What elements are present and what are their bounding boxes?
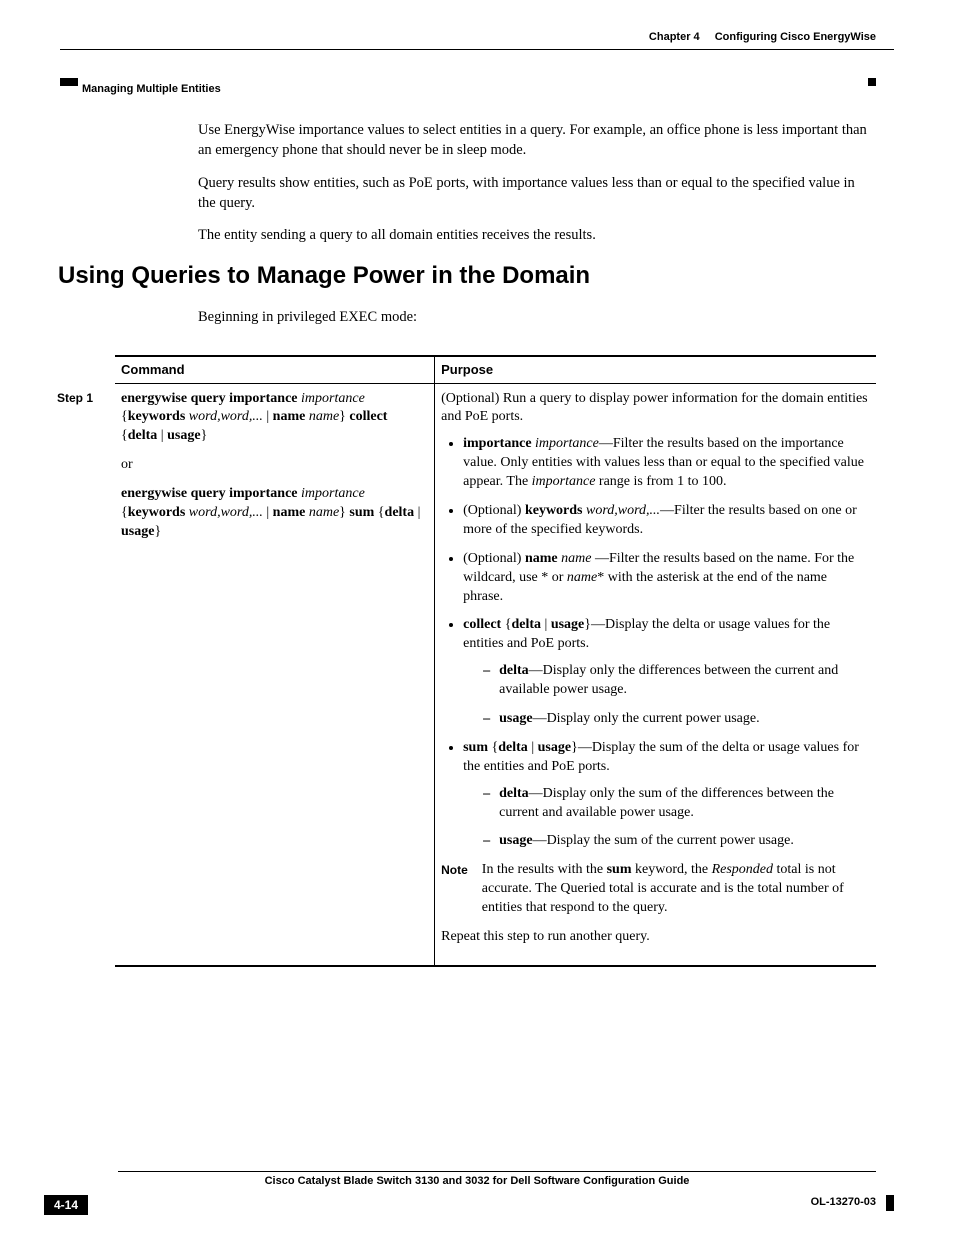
collect-sublist: delta—Display only the differences betwe… (463, 662, 868, 729)
cmd-variant-2: energywise query importance importance {… (121, 485, 426, 542)
section-heading: Using Queries to Manage Power in the Dom… (58, 260, 590, 292)
note-row: Note In the results with the sum keyword… (441, 861, 868, 918)
sum-sublist: delta—Display only the sum of the differ… (463, 785, 868, 852)
footer-marker-right (886, 1195, 894, 1211)
mode-intro: Beginning in privileged EXEC mode: (198, 308, 876, 328)
page-footer: Cisco Catalyst Blade Switch 3130 and 303… (0, 1171, 954, 1215)
intro-p1: Use EnergyWise importance values to sele… (198, 120, 876, 161)
command-table: Command Purpose energywise query importa… (115, 355, 876, 967)
note-text: In the results with the sum keyword, the… (482, 861, 868, 918)
chapter-label: Chapter 4 (649, 31, 700, 43)
purpose-collect: collect {delta | usage}—Display the delt… (463, 616, 868, 728)
step-label: Step 1 (57, 390, 93, 406)
page-header: Chapter 4 Configuring Cisco EnergyWise M… (0, 30, 954, 50)
footer-rule (118, 1171, 876, 1172)
doc-id: OL-13270-03 (811, 1195, 876, 1210)
section-label: Managing Multiple Entities (82, 82, 221, 97)
chapter-title: Configuring Cisco EnergyWise (715, 31, 876, 43)
purpose-repeat: Repeat this step to run another query. (441, 928, 868, 947)
collect-delta: delta—Display only the differences betwe… (483, 662, 868, 700)
header-marker-right (868, 78, 876, 86)
purpose-cell: (Optional) Run a query to display power … (435, 383, 876, 966)
header-marker-left (60, 78, 78, 86)
purpose-list: importance importance—Filter the results… (441, 435, 868, 851)
intro-p2: Query results show entities, such as PoE… (198, 173, 876, 214)
purpose-importance: importance importance—Filter the results… (463, 435, 868, 492)
cmd-variant-1: energywise query importance importance {… (121, 390, 426, 447)
purpose-intro: (Optional) Run a query to display power … (441, 390, 868, 428)
th-purpose: Purpose (435, 356, 876, 383)
intro-block: Use EnergyWise importance values to sele… (198, 120, 876, 257)
command-cell: energywise query importance importance {… (115, 383, 435, 966)
purpose-sum: sum {delta | usage}—Display the sum of t… (463, 739, 868, 851)
sum-delta: delta—Display only the sum of the differ… (483, 785, 868, 823)
collect-usage: usage—Display only the current power usa… (483, 710, 868, 729)
footer-title: Cisco Catalyst Blade Switch 3130 and 303… (0, 1174, 954, 1189)
chapter-line: Chapter 4 Configuring Cisco EnergyWise (0, 30, 954, 45)
intro-p3: The entity sending a query to all domain… (198, 225, 876, 245)
note-label: Note (441, 861, 468, 918)
header-rule (60, 49, 894, 50)
page-number: 4-14 (44, 1195, 88, 1215)
purpose-name: (Optional) name name —Filter the results… (463, 550, 868, 607)
command-table-wrap: Step 1 Command Purpose energywise query … (115, 355, 876, 967)
purpose-keywords: (Optional) keywords word,word,...—Filter… (463, 502, 868, 540)
th-command: Command (115, 356, 435, 383)
cmd-or: or (121, 456, 426, 475)
sum-usage: usage—Display the sum of the current pow… (483, 832, 868, 851)
